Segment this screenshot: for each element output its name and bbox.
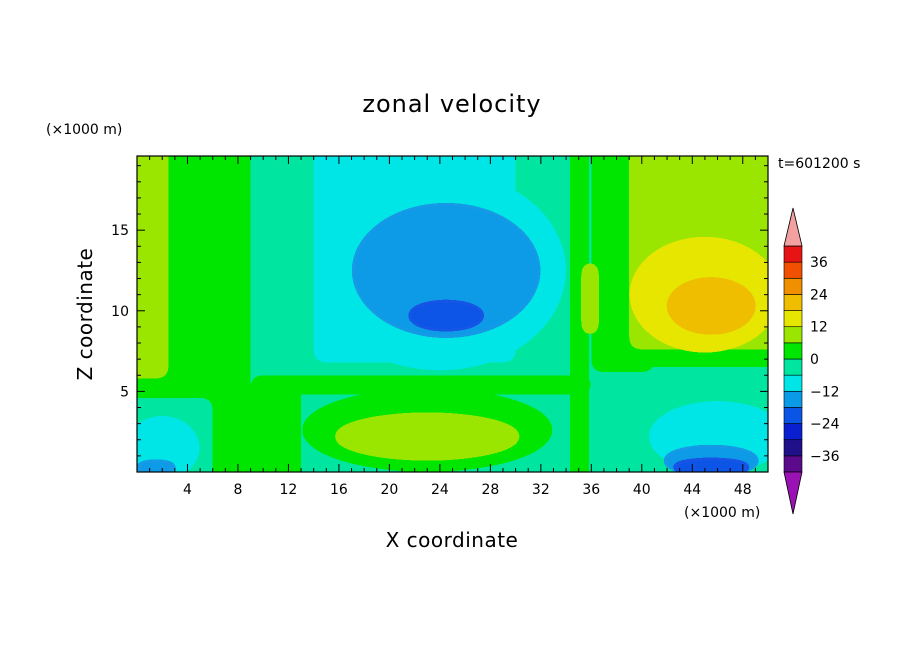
colorbar: 36 24 12 0 −12 −24 −36 <box>783 207 840 515</box>
colorbar-tick-label: −36 <box>810 449 840 465</box>
colorbar-band <box>783 261 803 279</box>
colorbar-band <box>783 423 803 441</box>
x-tick-label: 8 <box>233 482 242 498</box>
colorbar-band <box>783 294 803 311</box>
colorbar-over-arrow <box>783 207 803 247</box>
velocity-region <box>137 415 201 472</box>
velocity-region <box>250 375 592 395</box>
velocity-region <box>137 156 169 379</box>
colorbar-band <box>783 374 803 392</box>
y-units-label: (×1000 m) <box>46 122 122 138</box>
x-tick-label: 28 <box>481 482 499 498</box>
velocity-region <box>591 349 655 373</box>
y-axis-ticks: 5 10 15 <box>111 165 768 457</box>
x-axis-label: X coordinate <box>386 528 519 552</box>
x-tick-label: 16 <box>330 482 348 498</box>
colorbar-band <box>783 358 803 376</box>
colorbar-tick-label: −24 <box>810 417 840 433</box>
velocity-field <box>137 156 768 472</box>
x-tick-label: 4 <box>183 482 192 498</box>
velocity-region <box>212 156 251 472</box>
colorbar-band <box>783 455 803 473</box>
velocity-region <box>405 299 487 332</box>
velocity-region <box>332 412 522 461</box>
x-units-label: (×1000 m) <box>684 505 760 521</box>
x-tick-label: 32 <box>532 482 550 498</box>
x-tick-label: 20 <box>380 482 398 498</box>
velocity-region <box>667 457 756 472</box>
y-axis-label: Z coordinate <box>73 248 97 381</box>
colorbar-band <box>783 390 803 408</box>
x-tick-label: 12 <box>280 482 298 498</box>
colorbar-band <box>783 439 803 457</box>
colorbar-band <box>783 342 803 360</box>
colorbar-under-arrow <box>783 471 803 515</box>
y-tick-label: 10 <box>111 304 129 320</box>
colorbar-tick-label: −12 <box>810 384 840 400</box>
velocity-region <box>665 276 757 335</box>
colorbar-band <box>783 407 803 424</box>
x-tick-label: 36 <box>582 482 600 498</box>
velocity-region <box>581 262 599 335</box>
y-tick-label: 5 <box>120 384 129 400</box>
colorbar-band <box>783 326 803 344</box>
colorbar-band <box>783 277 803 295</box>
x-tick-label: 44 <box>683 482 701 498</box>
x-tick-label: 48 <box>734 482 752 498</box>
colorbar-tick-label: 12 <box>810 320 828 336</box>
velocity-region <box>137 459 182 472</box>
x-tick-label: 24 <box>431 482 449 498</box>
x-axis-ticks: 4 8 12 16 20 24 28 32 36 40 44 48 <box>149 156 756 498</box>
x-tick-label: 40 <box>633 482 651 498</box>
colorbar-tick-label: 36 <box>810 255 828 271</box>
colorbar-band <box>783 245 803 263</box>
time-label: t=601200 s <box>778 156 860 172</box>
velocity-region <box>351 202 541 339</box>
colorbar-tick-label: 24 <box>810 287 828 303</box>
chart-title: zonal velocity <box>362 90 541 118</box>
colorbar-band <box>783 310 803 328</box>
colorbar-tick-label: 0 <box>810 352 819 368</box>
y-tick-label: 15 <box>111 223 129 239</box>
